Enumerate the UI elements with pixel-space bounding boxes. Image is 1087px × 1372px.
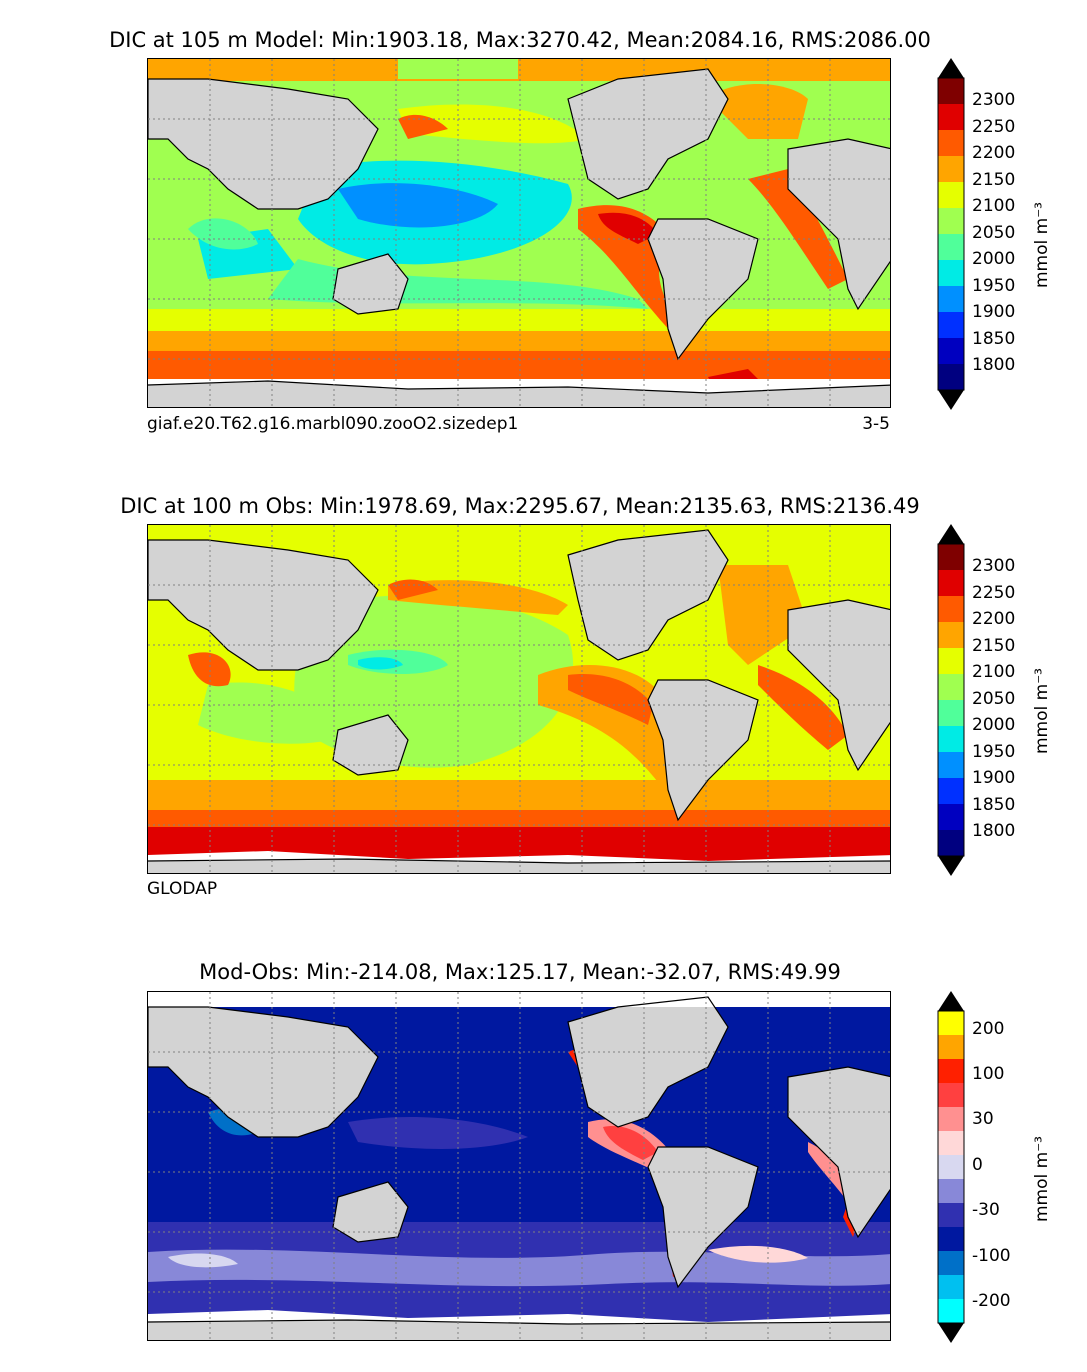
colorbar-tick: 2300 bbox=[972, 90, 1016, 110]
run-name-caption: giaf.e20.T62.g16.marbl090.zooO2.sizedep1 bbox=[147, 414, 519, 434]
colorbar-diff bbox=[937, 991, 965, 1343]
colorbar-tick: 2250 bbox=[972, 117, 1016, 137]
colorbar-tick: 2100 bbox=[972, 196, 1016, 216]
colorbar-tick: 1950 bbox=[972, 276, 1016, 296]
years-caption: 3-5 bbox=[862, 414, 890, 434]
colorbar-model bbox=[937, 58, 965, 410]
colorbar-segment bbox=[938, 260, 964, 287]
colorbar-tick: 1800 bbox=[972, 821, 1016, 841]
colorbar-segment bbox=[938, 312, 964, 339]
colorbar-tick: 2100 bbox=[972, 662, 1016, 682]
colorbar-segment bbox=[938, 1059, 964, 1084]
colorbar-max-arrow bbox=[938, 991, 964, 1011]
colorbar-tick: 1900 bbox=[972, 768, 1016, 788]
colorbar-segment bbox=[938, 364, 964, 391]
colorbar-segment bbox=[938, 622, 964, 649]
colorbar-segment bbox=[938, 156, 964, 183]
colorbar-tick: 30 bbox=[972, 1109, 994, 1129]
colorbar-segment bbox=[938, 1011, 964, 1036]
colorbar-segment bbox=[938, 596, 964, 623]
colorbar-segment bbox=[938, 78, 964, 105]
colorbar-tick: -30 bbox=[972, 1200, 1000, 1220]
colorbar-segment bbox=[938, 1251, 964, 1276]
colorbar-tick: 1800 bbox=[972, 355, 1016, 375]
colorbar-tick: 200 bbox=[972, 1019, 1005, 1039]
colorbar-segment bbox=[938, 648, 964, 675]
colorbar-tick: 2200 bbox=[972, 609, 1016, 629]
colorbar-segment bbox=[938, 286, 964, 313]
colorbar-tick: 2050 bbox=[972, 223, 1016, 243]
panel-title: DIC at 100 m Obs: Min:1978.69, Max:2295.… bbox=[120, 494, 920, 518]
colorbar-segment bbox=[938, 1203, 964, 1228]
colorbar-svg bbox=[937, 58, 965, 410]
colorbar-unit: mmol m⁻³ bbox=[1032, 1136, 1052, 1222]
colorbar-segment bbox=[938, 130, 964, 157]
colorbar-min-arrow bbox=[938, 1323, 964, 1343]
colorbar-tick: 2300 bbox=[972, 556, 1016, 576]
colorbar-tick: 100 bbox=[972, 1064, 1005, 1084]
map-model-dic bbox=[147, 58, 891, 408]
colorbar-obs bbox=[937, 524, 965, 876]
colorbar-segment bbox=[938, 208, 964, 235]
map-diff-dic bbox=[147, 991, 891, 1341]
colorbar-svg bbox=[937, 991, 965, 1343]
colorbar-segment bbox=[938, 1107, 964, 1132]
colorbar-min-arrow bbox=[938, 856, 964, 876]
colorbar-segment bbox=[938, 1179, 964, 1204]
colorbar-tick: 0 bbox=[972, 1155, 983, 1175]
colorbar-max-arrow bbox=[938, 524, 964, 544]
colorbar-segment bbox=[938, 778, 964, 805]
source-caption: GLODAP bbox=[147, 879, 218, 899]
colorbar-segment bbox=[938, 1083, 964, 1108]
colorbar-tick: 2250 bbox=[972, 583, 1016, 603]
colorbar-tick: 2200 bbox=[972, 143, 1016, 163]
colorbar-max-arrow bbox=[938, 58, 964, 78]
colorbar-segment bbox=[938, 1227, 964, 1252]
colorbar-svg bbox=[937, 524, 965, 876]
colorbar-tick: 1950 bbox=[972, 742, 1016, 762]
panel-title: DIC at 105 m Model: Min:1903.18, Max:327… bbox=[109, 28, 931, 52]
colorbar-tick: 2000 bbox=[972, 249, 1016, 269]
colorbar-segment bbox=[938, 182, 964, 209]
map-obs-dic bbox=[147, 524, 891, 874]
colorbar-segment bbox=[938, 700, 964, 727]
colorbar-segment bbox=[938, 544, 964, 571]
colorbar-segment bbox=[938, 1155, 964, 1180]
colorbar-tick: 2150 bbox=[972, 636, 1016, 656]
colorbar-tick: 1850 bbox=[972, 329, 1016, 349]
colorbar-tick: 2050 bbox=[972, 689, 1016, 709]
colorbar-tick: 1850 bbox=[972, 795, 1016, 815]
colorbar-segment bbox=[938, 338, 964, 365]
colorbar-tick: 2000 bbox=[972, 715, 1016, 735]
colorbar-tick: 1900 bbox=[972, 302, 1016, 322]
colorbar-tick: -100 bbox=[972, 1246, 1011, 1266]
colorbar-segment bbox=[938, 752, 964, 779]
colorbar-tick: 2150 bbox=[972, 170, 1016, 190]
colorbar-segment bbox=[938, 804, 964, 831]
colorbar-min-arrow bbox=[938, 390, 964, 410]
colorbar-segment bbox=[938, 830, 964, 857]
colorbar-segment bbox=[938, 726, 964, 753]
colorbar-segment bbox=[938, 674, 964, 701]
panel-title: Mod-Obs: Min:-214.08, Max:125.17, Mean:-… bbox=[199, 960, 841, 984]
colorbar-segment bbox=[938, 1299, 964, 1324]
colorbar-unit: mmol m⁻³ bbox=[1032, 668, 1052, 754]
colorbar-segment bbox=[938, 234, 964, 261]
colorbar-segment bbox=[938, 570, 964, 597]
colorbar-segment bbox=[938, 104, 964, 131]
colorbar-segment bbox=[938, 1131, 964, 1156]
colorbar-segment bbox=[938, 1035, 964, 1060]
colorbar-segment bbox=[938, 1275, 964, 1300]
colorbar-tick: -200 bbox=[972, 1291, 1011, 1311]
colorbar-unit: mmol m⁻³ bbox=[1032, 202, 1052, 288]
